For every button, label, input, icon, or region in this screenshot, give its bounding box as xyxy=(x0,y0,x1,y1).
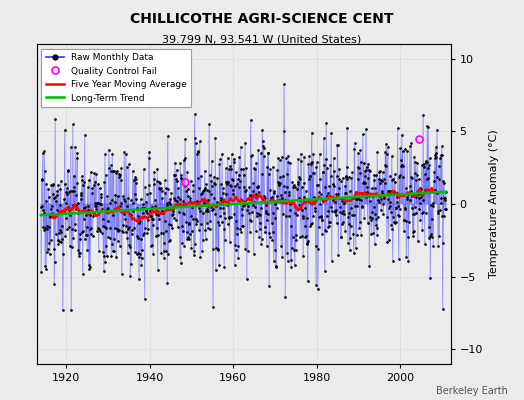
Text: Berkeley Earth: Berkeley Earth xyxy=(436,386,508,396)
Y-axis label: Temperature Anomaly (°C): Temperature Anomaly (°C) xyxy=(488,130,499,278)
Text: 39.799 N, 93.541 W (United States): 39.799 N, 93.541 W (United States) xyxy=(162,34,362,44)
Legend: Raw Monthly Data, Quality Control Fail, Five Year Moving Average, Long-Term Tren: Raw Monthly Data, Quality Control Fail, … xyxy=(41,48,191,107)
Text: CHILLICOTHE AGRI-SCIENCE CENT: CHILLICOTHE AGRI-SCIENCE CENT xyxy=(130,12,394,26)
